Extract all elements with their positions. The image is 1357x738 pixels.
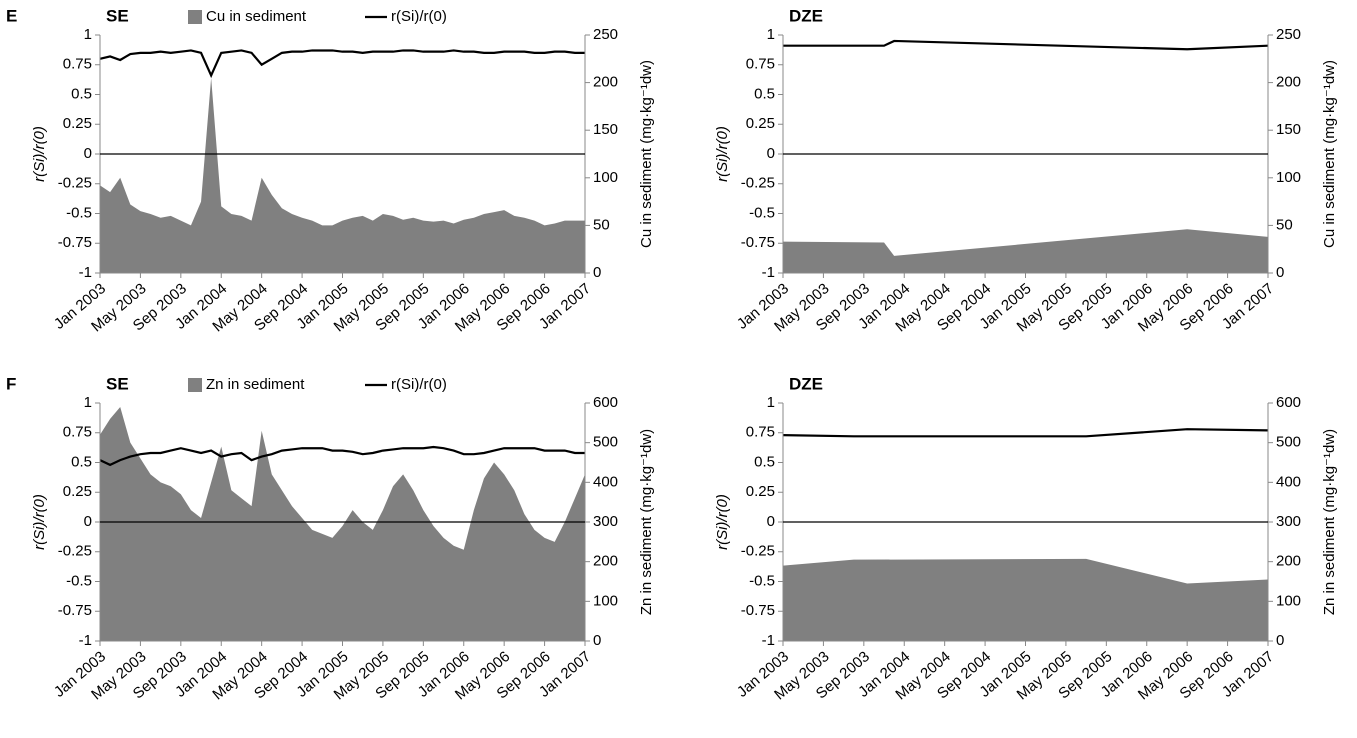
legend-label: r(Si)/r(0) xyxy=(391,8,447,25)
y2-tick-label: 250 xyxy=(1276,26,1301,43)
y-tick-label: 0.75 xyxy=(63,424,92,441)
y-tick-label: 0.5 xyxy=(754,85,775,102)
y2-tick-label: 200 xyxy=(1276,553,1301,570)
y2-tick-label: 150 xyxy=(1276,121,1301,138)
y2-tick-label: 300 xyxy=(1276,513,1301,530)
y-tick-label: 0.75 xyxy=(746,56,775,73)
y-tick-label: 0.5 xyxy=(71,453,92,470)
y-tick-label: 0.25 xyxy=(63,483,92,500)
y-tick-label: 1 xyxy=(767,26,775,43)
y2-tick-label: 50 xyxy=(1276,216,1293,233)
legend-label: r(Si)/r(0) xyxy=(391,376,447,393)
y2-tick-label: 600 xyxy=(1276,394,1301,411)
sediment-area xyxy=(100,77,585,273)
y2-tick-label: 50 xyxy=(593,216,610,233)
y2-tick-label: 100 xyxy=(1276,169,1301,186)
y-tick-label: -0.25 xyxy=(58,175,92,192)
y2-tick-label: 400 xyxy=(1276,473,1301,490)
y2-tick-label: 0 xyxy=(1276,632,1284,649)
y2-tick-label: 200 xyxy=(593,553,618,570)
chart-panel: -1 -0.75 -0.5 -0.25 0 0.25 0.5 0.75 1 0 100 200 300 4… xyxy=(714,374,1338,703)
y-tick-label: 0 xyxy=(767,145,775,162)
y-tick-label: -0.5 xyxy=(66,572,92,589)
y-tick-label: 0.25 xyxy=(746,115,775,132)
y-tick-label: -1 xyxy=(79,632,92,649)
y-tick-label: 0 xyxy=(767,513,775,530)
panel-letter: E xyxy=(6,6,17,25)
chart-panel: -1 -0.75 -0.5 -0.25 0 0.25 0.5 0.75 1 0 100 200 300 4… xyxy=(6,374,655,703)
y2-tick-label: 100 xyxy=(593,592,618,609)
y-tick-label: -0.25 xyxy=(741,175,775,192)
panel-title: SE xyxy=(106,6,129,25)
y2-axis-label: Zn in sediment (mg·kg⁻¹dw) xyxy=(1321,429,1338,615)
chart-panel: -1 -0.75 -0.5 -0.25 0 0.25 0.5 0.75 1 0 50 100 150 20… xyxy=(714,6,1338,335)
y2-axis-label: Zn in sediment (mg·kg⁻¹dw) xyxy=(638,429,655,615)
y-tick-label: 0.5 xyxy=(71,85,92,102)
y2-tick-label: 150 xyxy=(593,121,618,138)
y-tick-label: 0.5 xyxy=(754,453,775,470)
y-tick-label: 1 xyxy=(84,26,92,43)
sediment-area xyxy=(100,406,585,641)
sediment-area xyxy=(783,229,1268,273)
ratio-line xyxy=(99,445,585,467)
y2-tick-label: 200 xyxy=(593,74,618,91)
y-tick-label: -0.75 xyxy=(741,234,775,251)
y2-tick-label: 300 xyxy=(593,513,618,530)
legend-label: Zn in sediment xyxy=(206,376,305,393)
y2-tick-label: 400 xyxy=(593,473,618,490)
y-tick-label: -0.5 xyxy=(749,204,775,221)
legend-label: Cu in sediment xyxy=(206,8,307,25)
y-tick-label: -0.5 xyxy=(749,572,775,589)
y-tick-label: -1 xyxy=(79,264,92,281)
y-tick-label: -0.25 xyxy=(741,543,775,560)
y-tick-label: 0 xyxy=(84,513,92,530)
legend-swatch xyxy=(188,378,202,392)
y-tick-label: 0.25 xyxy=(746,483,775,500)
y-tick-label: -1 xyxy=(762,632,775,649)
ratio-line xyxy=(99,49,585,79)
y2-axis-label: Cu in sediment (mg·kg⁻¹dw) xyxy=(638,60,655,248)
y-axis-label: r(Si)/r(0) xyxy=(31,126,48,182)
y2-tick-label: 100 xyxy=(1276,592,1301,609)
y-tick-label: 1 xyxy=(767,394,775,411)
y-axis-label: r(Si)/r(0) xyxy=(714,126,731,182)
y2-tick-label: 200 xyxy=(1276,74,1301,91)
legend-swatch xyxy=(188,10,202,24)
y-tick-label: -0.25 xyxy=(58,543,92,560)
y2-tick-label: 500 xyxy=(1276,434,1301,451)
y-axis-label: r(Si)/r(0) xyxy=(31,494,48,550)
panel-title: DZE xyxy=(789,6,823,25)
y-tick-label: 0.25 xyxy=(63,115,92,132)
y-tick-label: 1 xyxy=(84,394,92,411)
y-tick-label: -0.5 xyxy=(66,204,92,221)
sediment-area xyxy=(783,558,1268,641)
y-tick-label: -1 xyxy=(762,264,775,281)
y-tick-label: 0.75 xyxy=(746,424,775,441)
y-tick-label: -0.75 xyxy=(58,602,92,619)
y2-tick-label: 100 xyxy=(593,169,618,186)
y2-tick-label: 250 xyxy=(593,26,618,43)
panel-letter: F xyxy=(6,374,16,393)
y-tick-label: -0.75 xyxy=(741,602,775,619)
ratio-line xyxy=(783,39,1269,51)
y2-tick-label: 500 xyxy=(593,434,618,451)
panel-title: SE xyxy=(106,374,129,393)
panel-title: DZE xyxy=(789,374,823,393)
y2-tick-label: 0 xyxy=(593,632,601,649)
y2-axis-label: Cu in sediment (mg·kg⁻¹dw) xyxy=(1321,60,1338,248)
y-tick-label: 0.75 xyxy=(63,56,92,73)
y-axis-label: r(Si)/r(0) xyxy=(714,494,731,550)
y-tick-label: 0 xyxy=(84,145,92,162)
y2-tick-label: 0 xyxy=(593,264,601,281)
y-tick-label: -0.75 xyxy=(58,234,92,251)
chart-panel: -1 -0.75 -0.5 -0.25 0 0.25 0.5 0.75 1 0 50 100 150 20… xyxy=(6,6,655,335)
y2-tick-label: 600 xyxy=(593,394,618,411)
y2-tick-label: 0 xyxy=(1276,264,1284,281)
ratio-line xyxy=(782,428,1269,438)
